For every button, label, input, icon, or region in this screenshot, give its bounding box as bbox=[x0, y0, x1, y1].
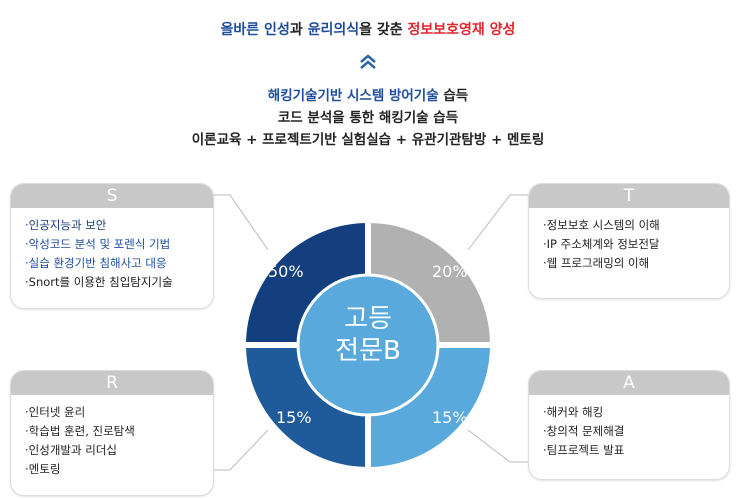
list-item: ·멘토링 bbox=[25, 462, 61, 476]
goal-line-1: 해킹기술기반 시스템 방어기술 습득 bbox=[267, 88, 469, 104]
connector-lines bbox=[212, 194, 528, 471]
list-item: ·악성코드 분석 및 포렌식 기법 bbox=[25, 237, 171, 251]
headline: 올바른 인성과 윤리의식을 갖춘 정보보호영재 양성 bbox=[220, 22, 516, 38]
list-item: ·인공지능과 보안 bbox=[25, 218, 107, 232]
box-a-title: A bbox=[529, 371, 729, 395]
list-item: ·창의적 문제해결 bbox=[543, 424, 625, 438]
box-t-title: T bbox=[529, 184, 729, 208]
quadrant-label-s: 50% bbox=[268, 262, 304, 281]
center-circle bbox=[296, 273, 440, 417]
box-t: T ·정보보호 시스템의 이해 ·IP 주소체계와 정보전달 ·웹 프로그래밍의… bbox=[528, 183, 730, 299]
double-chevron-up-icon bbox=[360, 54, 376, 69]
list-item: ·Snort를 이용한 침입탐지기술 bbox=[25, 275, 173, 289]
quadrant-label-a: 15% bbox=[432, 408, 468, 427]
list-item: ·인성개발과 리더십 bbox=[25, 443, 117, 457]
center-label: 고등 전문B bbox=[335, 304, 401, 366]
list-item: ·팀프로젝트 발표 bbox=[543, 443, 625, 457]
list-item: ·웹 프로그래밍의 이해 bbox=[543, 256, 650, 270]
box-r-title: R bbox=[11, 371, 213, 395]
list-item: ·학습법 훈련, 진로탐색 bbox=[25, 424, 135, 438]
list-item: ·인터넷 윤리 bbox=[25, 405, 86, 419]
quadrant-label-t: 20% bbox=[432, 262, 468, 281]
list-item: ·IP 주소체계와 정보전달 bbox=[543, 237, 660, 251]
quadrant-label-r: 15% bbox=[276, 408, 312, 427]
box-r: R ·인터넷 윤리 ·학습법 훈련, 진로탐색 ·인성개발과 리더십 ·멘토링 bbox=[10, 370, 214, 496]
box-s-title: S bbox=[11, 184, 213, 208]
list-item: ·해커와 해킹 bbox=[543, 405, 604, 419]
goal-line-2: 코드 분석을 통한 해킹기술 습득 bbox=[277, 110, 459, 126]
box-a: A ·해커와 해킹 ·창의적 문제해결 ·팀프로젝트 발표 bbox=[528, 370, 730, 480]
list-item: ·실습 환경기반 침해사고 대응 bbox=[25, 256, 167, 270]
box-s: S ·인공지능과 보안 ·악성코드 분석 및 포렌식 기법 ·실습 환경기반 침… bbox=[10, 183, 214, 309]
list-item: ·정보보호 시스템의 이해 bbox=[543, 218, 660, 232]
goal-line-3: 이론교육 + 프로젝트기반 실험실습 + 유관기관탐방 + 멘토링 bbox=[191, 132, 545, 148]
